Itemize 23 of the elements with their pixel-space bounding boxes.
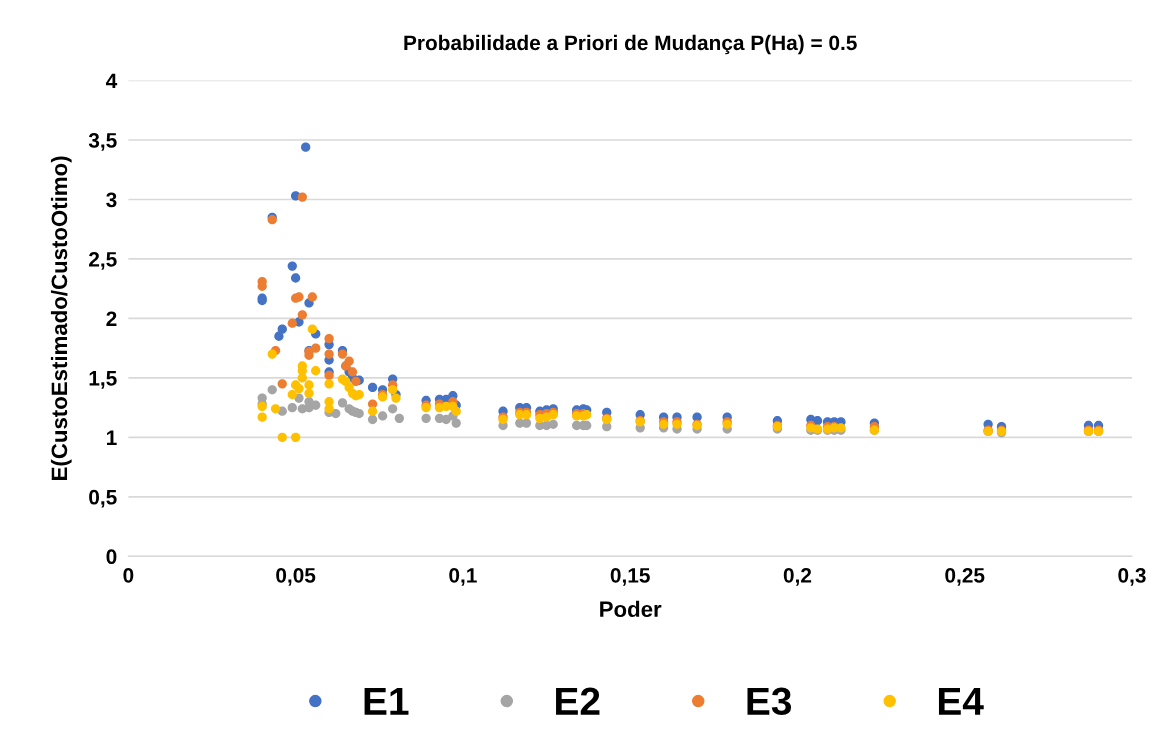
- x-tick-label: 0,2: [783, 567, 812, 586]
- y-tick-label: 4: [105, 73, 118, 89]
- x-tick-label: 0,25: [945, 567, 985, 586]
- legend-label: E3: [747, 687, 792, 716]
- y-tick-label: 2,5: [89, 251, 117, 270]
- y-tick-label: 3: [106, 192, 117, 208]
- x-tick-label: 0,15: [610, 567, 650, 586]
- y-tick-label: 3,5: [88, 133, 117, 151]
- y-tick-label: 2: [106, 311, 117, 326]
- x-tick-label: 0,3: [1118, 567, 1146, 586]
- x-tick-label: 0,1: [449, 567, 477, 586]
- x-axis-title: Poder: [600, 600, 662, 618]
- y-tick-label: 1,5: [89, 371, 117, 389]
- y-tick-label: 0: [106, 549, 117, 565]
- legend-label: E4: [938, 687, 984, 715]
- y-tick-label: 1: [106, 430, 117, 445]
- legend-label: E1: [364, 687, 409, 715]
- y-axis-title: E(CustoEstimado/CustoOtimo): [50, 156, 72, 480]
- chart-title: Probabilidade a Priori de Mudança P(Ha) = 0.5: [404, 34, 857, 55]
- x-tick-label: 0: [123, 567, 134, 583]
- y-tick-label: 0,5: [89, 489, 117, 508]
- legend-label: E2: [556, 687, 600, 715]
- x-tick-label: 0,05: [276, 567, 316, 586]
